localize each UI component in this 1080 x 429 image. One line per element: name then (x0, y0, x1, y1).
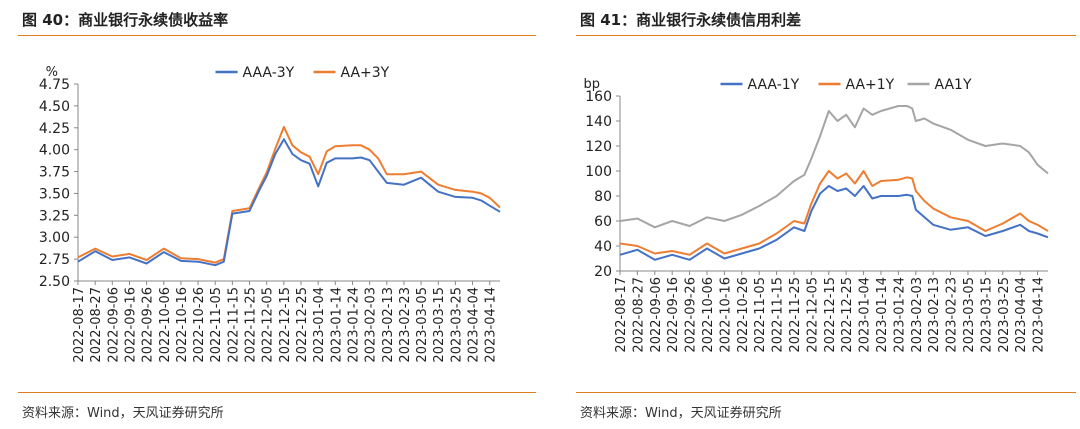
x-tick-label: 2023-03-25 (997, 277, 1012, 353)
figure-41-panel: 图 41：商业银行永续债信用利差 bp 20 40 60 80 100 120 140 160 2… (558, 0, 1080, 429)
y-tick-label: 3.00 (39, 230, 70, 246)
x-tick-label: 2022-08-27 (631, 277, 646, 353)
x-tick-label: 2023-03-05 (962, 277, 977, 353)
x-tick-label: 2022-11-05 (209, 287, 224, 363)
x-tick-label: 2023-04-04 (467, 287, 482, 363)
y-tick-label: 80 (594, 189, 612, 205)
y-tick-label: 60 (594, 214, 612, 230)
x-tick-label: 2022-10-06 (701, 277, 716, 353)
x-tick-label: 2023-04-04 (1014, 277, 1029, 353)
y-tick-label: 4.00 (39, 143, 70, 159)
figure-41-title: 图 41：商业银行永续债信用利差 (580, 11, 802, 29)
y-tick-label: 3.75 (39, 165, 70, 181)
x-tick-label: 2023-02-03 (910, 277, 925, 353)
y-tick-label: 20 (594, 264, 612, 280)
legend-label: AAA-3Y (243, 65, 295, 81)
x-tick-label: 2022-10-26 (192, 287, 207, 363)
y-tick-label: 140 (585, 114, 612, 130)
x-tick-label: 2022-12-15 (823, 277, 838, 353)
x-tick-label: 2022-09-06 (106, 287, 121, 363)
source-rule (576, 392, 1076, 393)
x-tick-label: 2022-09-06 (649, 277, 664, 353)
x-tick-label: 2022-08-27 (89, 287, 104, 363)
x-tick-label: 2022-12-25 (295, 287, 310, 363)
figure-40-panel: 图 40：商业银行永续债收益率 % 2.50 2.75 3.00 3.25 3.50 3.7… (18, 11, 536, 421)
x-tick-label: 2022-10-06 (158, 287, 173, 363)
figure-40-source: 资料来源：Wind，天风证券研究所 (22, 406, 224, 421)
x-tick-label: 2022-10-16 (175, 287, 190, 363)
source-rule (18, 392, 536, 393)
y-tick-label: 4.50 (39, 99, 70, 115)
spread-line-chart: bp 20 40 60 80 100 120 140 160 2022-08-17 2022-08-… (583, 77, 1049, 353)
series-line-aa1y (619, 105, 1049, 229)
y-tick-label: 3.50 (39, 186, 70, 202)
y-tick-label: 40 (594, 239, 612, 255)
x-tick-label: 2022-09-16 (666, 277, 681, 353)
x-tick-label: 2022-11-25 (244, 287, 259, 363)
y-tick-label: 100 (585, 164, 612, 180)
x-tick-label: 2022-11-15 (771, 277, 786, 353)
x-tick-label: 2022-11-25 (788, 277, 803, 353)
series-line-aaa-3y (77, 138, 501, 267)
x-tick-label: 2022-12-25 (840, 277, 855, 353)
y-tick-label: 3.25 (39, 208, 70, 224)
y-tick-label: 2.75 (39, 252, 70, 268)
x-tick-label: 2022-09-16 (123, 287, 138, 363)
x-tick-label: 2022-12-05 (261, 287, 276, 363)
x-tick-label: 2022-11-15 (226, 287, 241, 363)
x-tick-label: 2023-03-15 (979, 277, 994, 353)
x-tick-label: 2022-10-16 (718, 277, 733, 353)
y-axis-unit-label: bp (583, 77, 600, 92)
title-rule (576, 35, 1076, 36)
x-tick-label: 2023-04-14 (484, 287, 499, 363)
y-tick-label: 4.25 (39, 121, 70, 137)
x-tick-label: 2023-02-03 (364, 287, 379, 363)
x-tick-label: 2022-09-26 (684, 277, 699, 353)
x-tick-label: 2023-01-04 (858, 277, 873, 353)
x-tick-label: 2022-12-05 (805, 277, 820, 353)
x-tick-label: 2023-01-14 (329, 287, 344, 363)
x-tick-label: 2023-02-13 (381, 287, 396, 363)
y-axis-unit-label: % (46, 65, 58, 80)
legend-label: AA1Y (935, 77, 972, 93)
yield-line-chart: % 2.50 2.75 3.00 3.25 3.50 3.75 4.00 4.25 4.50 4.7… (39, 65, 501, 363)
x-tick-label: 2022-10-26 (736, 277, 751, 353)
series-line-aa-3y (77, 125, 501, 264)
y-tick-label: 4.75 (39, 77, 70, 93)
x-tick-label: 2023-04-14 (1032, 277, 1047, 353)
x-tick-label: 2023-01-04 (312, 287, 327, 363)
legend-label: AAA-1Y (748, 77, 800, 93)
x-tick-label: 2022-08-17 (614, 277, 629, 353)
figure-41-source: 资料来源：Wind，天风证券研究所 (580, 406, 782, 421)
y-tick-label: 2.50 (39, 274, 70, 290)
x-tick-label: 2023-03-15 (432, 287, 447, 363)
series-line-aaa-1y (619, 185, 1049, 261)
x-tick-label: 2023-03-25 (449, 287, 464, 363)
legend-label: AA+1Y (846, 77, 895, 93)
x-tick-label: 2022-12-15 (278, 287, 293, 363)
x-tick-label: 2022-11-05 (753, 277, 768, 353)
x-tick-label: 2023-02-23 (945, 277, 960, 353)
x-tick-label: 2023-03-05 (415, 287, 430, 363)
legend-label: AA+3Y (341, 65, 390, 81)
x-tick-label: 2023-01-24 (346, 287, 361, 363)
y-tick-label: 160 (585, 89, 612, 105)
y-tick-label: 120 (585, 139, 612, 155)
x-tick-label: 2022-08-17 (72, 287, 87, 363)
figure-40-title: 图 40：商业银行永续债收益率 (22, 11, 229, 29)
x-tick-label: 2023-01-24 (892, 277, 907, 353)
x-tick-label: 2022-09-26 (141, 287, 156, 363)
x-tick-label: 2023-02-23 (398, 287, 413, 363)
x-tick-label: 2023-02-13 (927, 277, 942, 353)
x-tick-label: 2023-01-14 (875, 277, 890, 353)
title-rule (18, 35, 536, 36)
series-line-aa-1y (619, 170, 1049, 256)
